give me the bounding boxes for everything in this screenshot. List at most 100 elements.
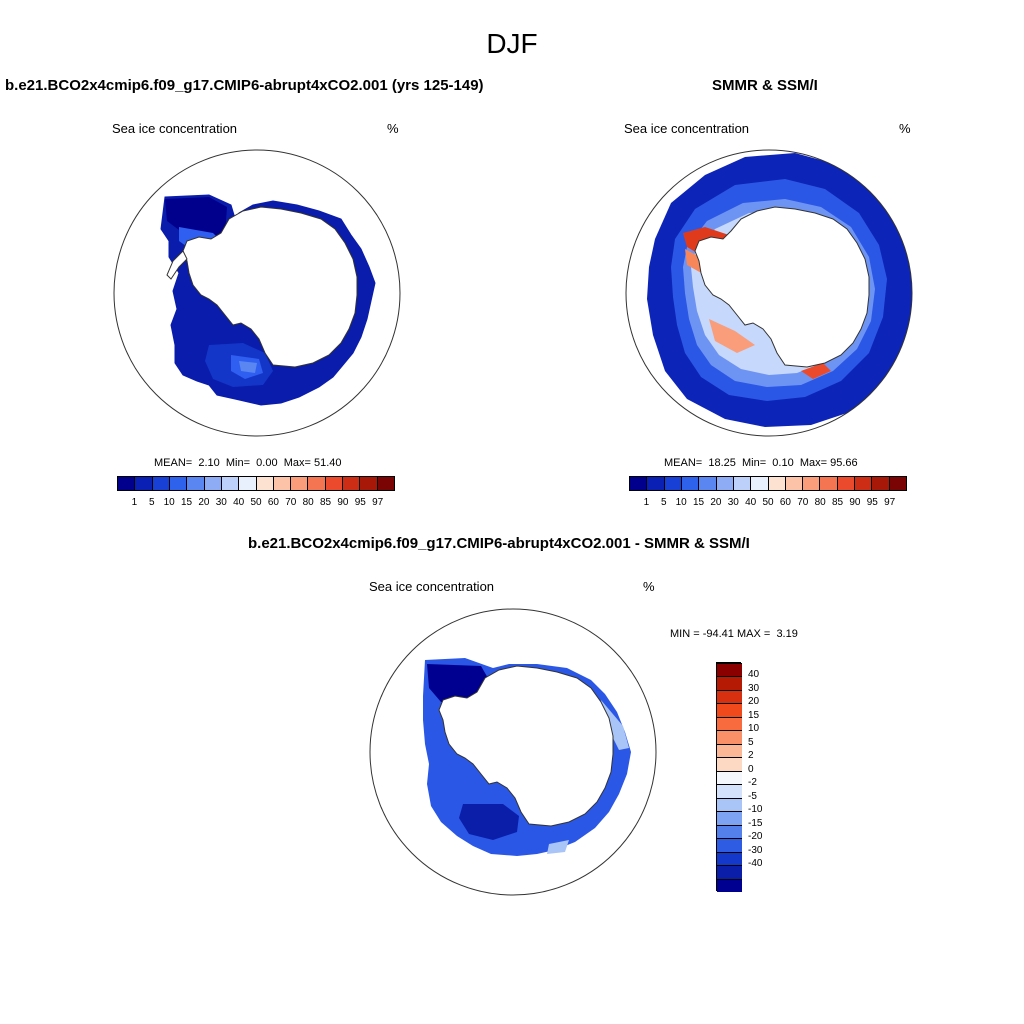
- diff-colorbar-tick-label: -15: [748, 817, 763, 829]
- model-mean-label: MEAN=: [154, 457, 193, 469]
- colorbar-swatch: [324, 477, 343, 490]
- diff-max-value: 3.19: [776, 628, 798, 640]
- obs-polar-map: [625, 149, 913, 437]
- colorbar-tick-label: 80: [814, 497, 826, 508]
- diff-colorbar-swatch: [717, 743, 742, 758]
- diff-colorbar-swatch: [717, 676, 742, 690]
- diff-colorbar-swatch: [717, 784, 742, 798]
- obs-colorbar-labels: 1 5 10 15 20 30 40 50 60 70 80 85 90 95 97: [629, 497, 907, 509]
- colorbar-tick-label: 1: [131, 497, 138, 508]
- colorbar-swatch: [715, 477, 733, 490]
- colorbar-swatch: [750, 477, 768, 490]
- colorbar-swatch: [680, 477, 699, 490]
- colorbar-tick-label: 40: [745, 497, 757, 508]
- colorbar-swatch: [238, 477, 256, 490]
- colorbar-tick-label: 85: [831, 497, 844, 508]
- diff-colorbar-tick-label: 10: [748, 723, 760, 735]
- colorbar-tick-label: 97: [372, 497, 384, 508]
- obs-units-label: %: [899, 121, 911, 136]
- model-max-value: 51.40: [314, 457, 342, 469]
- obs-max-label: Max=: [799, 457, 828, 469]
- diff-colorbar-tick-label: 2: [748, 750, 754, 762]
- diff-colorbar-tick-label: 30: [748, 682, 760, 694]
- diff-colorbar-tick-label: -5: [748, 790, 757, 802]
- diff-loss-ross-dark: [459, 804, 519, 840]
- colorbar-tick-label: 70: [797, 497, 809, 508]
- diff-panel-title: b.e21.BCO2x4cmip6.f09_g17.CMIP6-abrupt4x…: [248, 535, 750, 552]
- colorbar-swatch: [220, 477, 239, 490]
- colorbar-tick-label: 30: [215, 497, 227, 508]
- obs-mean-label: MEAN=: [664, 457, 703, 469]
- diff-colorbar-swatch: [717, 757, 742, 771]
- colorbar-tick-label: 30: [727, 497, 739, 508]
- colorbar-tick-label: 10: [675, 497, 687, 508]
- season-title: DJF: [486, 28, 538, 59]
- diff-loss-light-east: [601, 700, 629, 750]
- diff-colorbar-tick-label: 40: [748, 669, 760, 681]
- colorbar-swatch: [290, 477, 308, 490]
- model-antarctic-peninsula: [166, 250, 188, 280]
- colorbar-tick-label: 15: [180, 497, 193, 508]
- obs-min-value: 0.10: [772, 457, 794, 469]
- colorbar-tick-label: 70: [285, 497, 297, 508]
- model-polar-map: [113, 149, 401, 437]
- obs-map-frame: [625, 149, 913, 437]
- colorbar-tick-label: 50: [762, 497, 774, 508]
- obs-colorbar: [629, 476, 907, 491]
- obs-ice-ross-orange: [709, 319, 755, 353]
- diff-colorbar-tick-label: 0: [748, 763, 754, 775]
- diff-colorbar-swatch: [717, 663, 742, 677]
- obs-max-value: 95.66: [830, 457, 858, 469]
- colorbar-swatch: [802, 477, 820, 490]
- model-min-label: Min=: [225, 457, 251, 469]
- colorbar-swatch: [784, 477, 803, 490]
- colorbar-swatch: [698, 477, 716, 490]
- colorbar-swatch: [307, 477, 325, 490]
- model-map-frame: [113, 149, 401, 437]
- diff-min-label: MIN =: [670, 628, 700, 640]
- colorbar-tick-label: 95: [866, 497, 878, 508]
- diff-colorbar-swatch: [717, 703, 742, 717]
- diff-colorbar-tick-label: 15: [748, 709, 760, 721]
- diff-colorbar-swatch: [717, 838, 742, 852]
- colorbar-swatch: [168, 477, 187, 490]
- diff-colorbar-tick-label: 5: [748, 736, 754, 748]
- colorbar-swatch: [732, 477, 751, 490]
- colorbar-swatch: [646, 477, 664, 490]
- diff-loss-light-ross: [547, 840, 569, 854]
- colorbar-tick-label: 20: [710, 497, 722, 508]
- diff-colorbar-swatch: [717, 865, 742, 879]
- diff-colorbar-swatch: [717, 689, 742, 704]
- obs-ice-east-red: [801, 363, 831, 379]
- colorbar-tick-label: 15: [692, 497, 705, 508]
- colorbar-swatch: [134, 477, 152, 490]
- diff-colorbar-swatch: [717, 811, 742, 825]
- colorbar-swatch: [118, 477, 135, 490]
- colorbar-tick-label: 90: [337, 497, 349, 508]
- diff-colorbar-tick-label: -40: [748, 858, 763, 870]
- colorbar-tick-label: 40: [233, 497, 245, 508]
- colorbar-tick-label: 60: [267, 497, 279, 508]
- colorbar-tick-label: 90: [849, 497, 861, 508]
- colorbar-swatch: [871, 477, 889, 490]
- colorbar-swatch: [854, 477, 872, 490]
- colorbar-swatch: [203, 477, 221, 490]
- diff-colorbar-tick-label: -10: [748, 804, 763, 816]
- model-colorbar: [117, 476, 395, 491]
- colorbar-tick-label: 80: [302, 497, 314, 508]
- colorbar-tick-label: 85: [319, 497, 332, 508]
- diff-colorbar-labels: 40 30 20 15 10 5 2 0 -2 -5 -10 -15 -20 -30 -40: [748, 662, 788, 891]
- model-colorbar-labels: 1 5 10 15 20 30 40 50 60 70 80 85 90 95 97: [117, 497, 395, 509]
- diff-max-label: MAX =: [736, 628, 771, 640]
- model-antarctica-continent: [182, 206, 358, 368]
- obs-mean-value: 18.25: [708, 457, 736, 469]
- diff-colorbar-swatch: [717, 824, 742, 839]
- diff-colorbar-swatch: [717, 878, 742, 892]
- colorbar-tick-label: 5: [660, 497, 667, 508]
- model-panel-title: b.e21.BCO2x4cmip6.f09_g17.CMIP6-abrupt4x…: [5, 77, 484, 94]
- colorbar-swatch: [819, 477, 837, 490]
- diff-polar-map: [369, 608, 657, 896]
- obs-antarctica-continent: [694, 206, 870, 368]
- model-mean-value: 2.10: [198, 457, 220, 469]
- model-units-label: %: [387, 121, 399, 136]
